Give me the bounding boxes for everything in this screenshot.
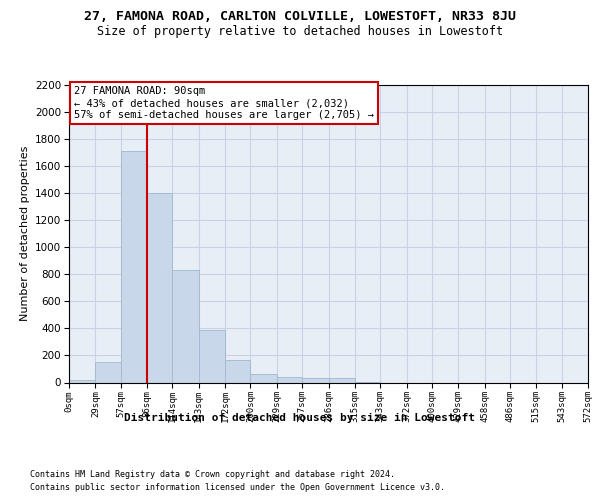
Bar — [69, 380, 95, 382]
Bar — [199, 330, 225, 382]
Bar — [329, 378, 355, 382]
Bar — [147, 193, 172, 382]
Bar — [121, 152, 147, 382]
Bar — [172, 270, 199, 382]
Text: Contains HM Land Registry data © Crown copyright and database right 2024.: Contains HM Land Registry data © Crown c… — [30, 470, 395, 479]
Text: Size of property relative to detached houses in Lowestoft: Size of property relative to detached ho… — [97, 25, 503, 38]
Bar — [302, 378, 329, 382]
Bar — [250, 374, 277, 382]
Y-axis label: Number of detached properties: Number of detached properties — [20, 146, 29, 322]
Text: Contains public sector information licensed under the Open Government Licence v3: Contains public sector information licen… — [30, 482, 445, 492]
Text: 27 FAMONA ROAD: 90sqm
← 43% of detached houses are smaller (2,032)
57% of semi-d: 27 FAMONA ROAD: 90sqm ← 43% of detached … — [74, 86, 374, 120]
Bar — [225, 360, 250, 382]
Text: Distribution of detached houses by size in Lowestoft: Distribution of detached houses by size … — [125, 412, 476, 422]
Bar — [95, 362, 121, 382]
Text: 27, FAMONA ROAD, CARLTON COLVILLE, LOWESTOFT, NR33 8JU: 27, FAMONA ROAD, CARLTON COLVILLE, LOWES… — [84, 10, 516, 23]
Bar — [277, 377, 302, 382]
